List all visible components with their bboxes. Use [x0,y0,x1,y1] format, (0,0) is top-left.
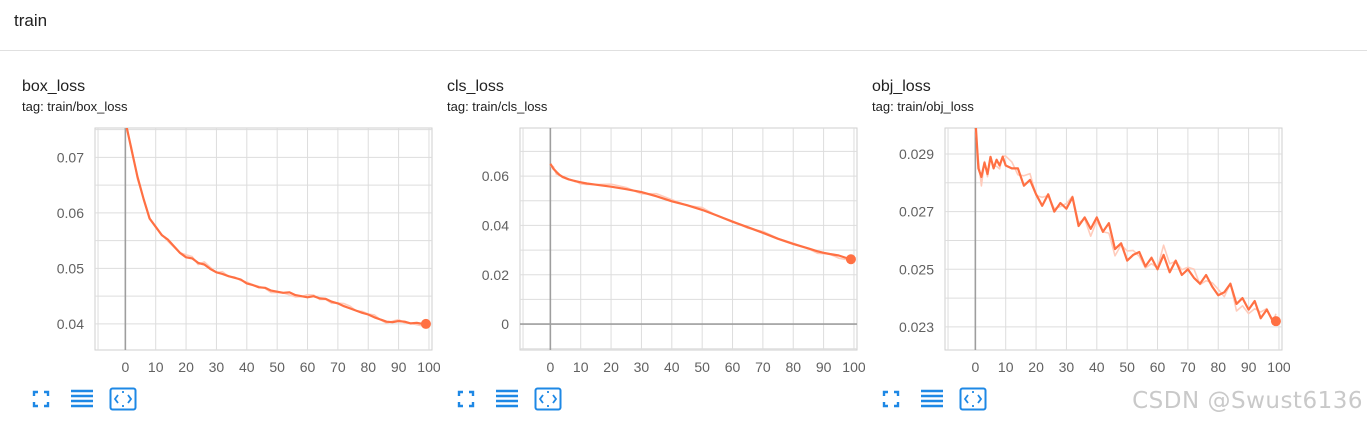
smoothed-series-line [125,128,426,325]
x-tick-label: 100 [417,359,440,375]
x-tick-label: 30 [209,359,225,375]
x-tick-label: 60 [1150,359,1166,375]
raw-series-line [550,165,851,261]
x-tick-label: 40 [239,359,255,375]
series-group [125,128,427,327]
plot-frame [519,127,858,351]
x-tick-label: 0 [971,359,979,375]
x-tick-label: 90 [816,359,832,375]
x-tick-label: 30 [634,359,650,375]
line-chart[interactable]: 0 0.02 0.04 0.06 0 10 20 30 40 50 60 70 80 90 100 [425,68,865,418]
x-tick-label: 80 [360,359,376,375]
menu-lines-icon[interactable] [494,386,520,412]
x-tick-label: 100 [842,359,865,375]
series-group [549,163,852,261]
y-tick-label: 0.04 [57,316,84,332]
y-tick-label: 0.06 [482,168,509,184]
x-tick-label: 10 [148,359,164,375]
x-tick-label: 70 [1180,359,1196,375]
fullscreen-icon[interactable] [453,386,479,412]
last-point-marker [420,318,431,329]
y-tick-label: 0.025 [899,261,934,277]
last-point-marker [845,254,856,265]
x-tick-label: 50 [694,359,710,375]
card-tag: tag: train/box_loss [22,99,128,114]
y-tick-label: 0.06 [57,205,84,221]
y-tick-label: 0.023 [899,319,934,335]
fit-domain-icon[interactable] [109,386,137,412]
y-tick-label: 0.02 [482,267,509,283]
section-title: train [14,11,48,30]
x-tick-label: 70 [755,359,771,375]
fit-domain-icon[interactable] [534,386,562,412]
menu-lines-icon[interactable] [69,386,95,412]
fit-domain-icon[interactable] [959,386,987,412]
x-tick-label: 10 [998,359,1014,375]
raw-series-line [974,129,1277,324]
card-title: obj_loss [872,78,931,95]
card-tag: tag: train/cls_loss [447,99,548,114]
card-tag: tag: train/obj_loss [872,99,974,114]
card-title: cls_loss [447,78,504,95]
x-tick-label: 90 [1241,359,1257,375]
y-tick-label: 0.027 [899,204,934,220]
x-tick-label: 90 [391,359,407,375]
plot-frame [94,127,433,351]
chart-card-cls-loss: cls_loss tag: train/cls_loss 0 0.02 0.04 0.… [425,68,865,418]
x-tick-label: 20 [603,359,619,375]
x-tick-label: 30 [1059,359,1075,375]
chart-card-box-loss: box_loss tag: train/box_loss 0.04 0.05 0.0… [0,68,440,418]
x-tick-label: 50 [269,359,285,375]
y-tick-label: 0 [501,316,509,332]
y-tick-label: 0.04 [482,217,509,233]
chart-card-obj-loss: obj_loss tag: train/obj_loss 0.023 0.025 0… [850,68,1290,418]
x-tick-label: 50 [1119,359,1135,375]
smoothed-series-line [974,128,1276,323]
fullscreen-icon[interactable] [28,386,54,412]
fullscreen-icon[interactable] [878,386,904,412]
x-tick-label: 0 [546,359,554,375]
line-chart[interactable]: 0.04 0.05 0.06 0.07 0 10 20 30 40 50 60 70 80 90 100 [0,68,440,418]
smoothed-series-line [549,163,852,261]
card-title: box_loss [22,78,86,95]
x-tick-label: 10 [573,359,589,375]
x-tick-label: 100 [1267,359,1290,375]
y-tick-label: 0.07 [57,149,84,165]
x-tick-label: 80 [1210,359,1226,375]
x-tick-label: 60 [725,359,741,375]
x-tick-label: 20 [1028,359,1044,375]
last-point-marker [1270,316,1281,327]
series-group [974,128,1277,324]
y-tick-label: 0.029 [899,146,934,162]
x-tick-label: 0 [121,359,129,375]
x-tick-label: 40 [1089,359,1105,375]
x-tick-label: 60 [300,359,316,375]
x-tick-label: 70 [330,359,346,375]
section-header: train [0,0,1367,51]
watermark: CSDN @Swust6136 [1132,388,1363,414]
line-chart[interactable]: 0.023 0.025 0.027 0.029 0 10 20 30 40 50 60 70 80 90 1… [850,68,1290,418]
x-tick-label: 40 [664,359,680,375]
y-tick-label: 0.05 [57,260,84,276]
x-tick-label: 80 [785,359,801,375]
menu-lines-icon[interactable] [919,386,945,412]
x-tick-label: 20 [178,359,194,375]
plot-frame [944,127,1283,351]
